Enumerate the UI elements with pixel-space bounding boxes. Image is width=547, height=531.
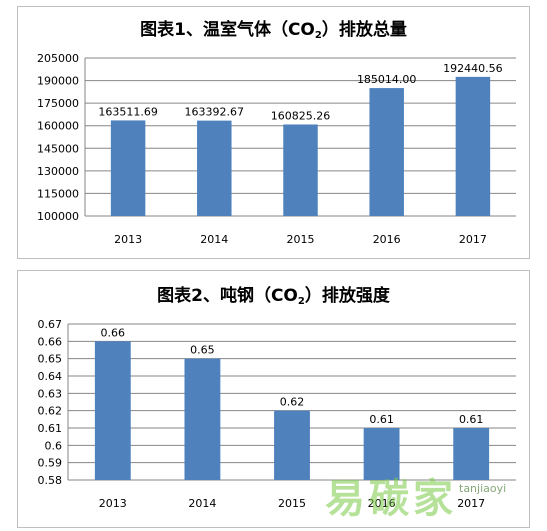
y-tick-label: 205000 bbox=[37, 52, 79, 65]
x-tick-label: 2016 bbox=[373, 233, 401, 246]
data-label: 0.62 bbox=[280, 396, 305, 409]
data-label: 0.65 bbox=[190, 344, 215, 357]
bar bbox=[455, 76, 491, 217]
x-tick-label: 2017 bbox=[459, 233, 487, 246]
y-tick-label: 100000 bbox=[37, 210, 79, 223]
gridlines bbox=[68, 323, 516, 481]
bar bbox=[369, 88, 404, 216]
y-tick-label: 0.62 bbox=[38, 405, 63, 418]
y-tick-label: 145000 bbox=[37, 142, 79, 155]
data-label: 185014.00 bbox=[357, 73, 417, 86]
chart-panel-2: 图表2、吨钢（CO2）排放强度 0.58 0.59 0.6 0.61 0.62 0.63 0… bbox=[17, 270, 530, 528]
chart-title-2: 图表2、吨钢（CO2）排放强度 bbox=[157, 286, 390, 307]
data-label: 0.61 bbox=[369, 413, 394, 426]
x-tick-label: 2015 bbox=[278, 497, 306, 510]
y-tick-label: 0.65 bbox=[38, 353, 63, 366]
x-tick-label: 2013 bbox=[99, 497, 127, 510]
data-label: 160825.26 bbox=[271, 109, 331, 122]
y-tick-label: 0.66 bbox=[38, 335, 63, 348]
y-tick-label: 0.64 bbox=[38, 370, 63, 383]
y-tick-label: 0.6 bbox=[45, 439, 63, 452]
data-label: 163511.69 bbox=[98, 105, 158, 118]
chart-panel-1: 图表1、温室气体（CO2）排放总量 100000 115000 130000 1450… bbox=[17, 6, 530, 259]
chart-2-svg: 0.58 0.59 0.6 0.61 0.62 0.63 0.64 0.65 0.66 0.67 0… bbox=[38, 318, 516, 510]
x-tick-label: 2014 bbox=[188, 497, 216, 510]
y-tick-label: 130000 bbox=[37, 165, 79, 178]
chart-1-svg: 100000 115000 130000 145000 160000 175000 1900… bbox=[37, 52, 516, 246]
x-tick-label: 2017 bbox=[457, 497, 485, 510]
y-tick-label: 175000 bbox=[37, 97, 79, 110]
bar bbox=[197, 120, 232, 216]
y-tick-label: 115000 bbox=[37, 187, 79, 200]
bar bbox=[184, 358, 221, 480]
bar bbox=[453, 428, 490, 480]
x-tick-label: 2015 bbox=[287, 233, 315, 246]
data-label: 0.66 bbox=[101, 326, 126, 339]
data-label: 0.61 bbox=[459, 413, 484, 426]
x-tick-label: 2014 bbox=[200, 233, 228, 246]
bar bbox=[94, 341, 131, 480]
y-tick-label: 190000 bbox=[37, 75, 79, 88]
bar bbox=[274, 410, 310, 480]
y-tick-label: 160000 bbox=[37, 120, 79, 133]
bar bbox=[283, 124, 318, 216]
data-label: 163392.67 bbox=[185, 106, 245, 119]
bar bbox=[363, 428, 400, 480]
y-tick-label: 0.58 bbox=[38, 474, 63, 487]
y-tick-label: 0.67 bbox=[38, 318, 63, 331]
bar bbox=[110, 120, 146, 216]
y-tick-label: 0.59 bbox=[38, 457, 63, 470]
data-label: 192440.56 bbox=[443, 62, 503, 75]
y-tick-label: 0.63 bbox=[38, 387, 63, 400]
x-tick-label: 2013 bbox=[114, 233, 142, 246]
y-tick-label: 0.61 bbox=[38, 422, 63, 435]
chart-title-1: 图表1、温室气体（CO2）排放总量 bbox=[140, 20, 407, 41]
x-tick-label: 2016 bbox=[368, 497, 396, 510]
